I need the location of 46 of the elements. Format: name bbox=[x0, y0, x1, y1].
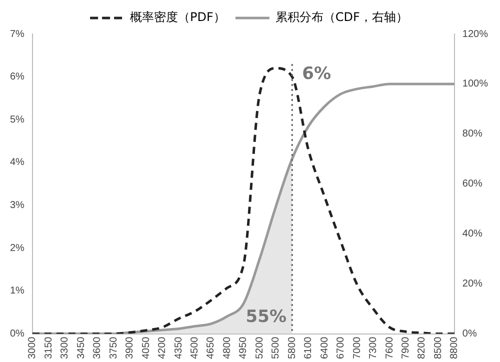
y-tick-label: 3% bbox=[10, 200, 25, 212]
x-tick-label: 5200 bbox=[254, 336, 266, 360]
y2-tick-label: 80% bbox=[462, 128, 483, 140]
y-tick-label: 6% bbox=[10, 72, 25, 83]
y-tick-label: 7% bbox=[10, 28, 25, 40]
y-tick-label: 2% bbox=[10, 242, 25, 254]
y-tick-label: 4% bbox=[10, 157, 25, 168]
x-tick-label: 4650 bbox=[206, 336, 217, 360]
x-tick-label: 7900 bbox=[400, 336, 412, 360]
x-tick-label: 7000 bbox=[352, 336, 363, 360]
y-tick-label: 1% bbox=[10, 286, 25, 297]
y-tick-label: 5% bbox=[10, 114, 25, 126]
annotation: 6% bbox=[302, 64, 331, 84]
y2-tick-label: 40% bbox=[462, 228, 483, 240]
y2-tick-label: 20% bbox=[462, 278, 483, 290]
x-tick-label: 3300 bbox=[60, 336, 71, 360]
x-tick-label: 3900 bbox=[124, 336, 136, 360]
x-tick-label: 8200 bbox=[416, 336, 428, 360]
x-tick-label: 3600 bbox=[92, 336, 104, 360]
x-tick-label: 8800 bbox=[449, 336, 460, 360]
y-tick-label: 0% bbox=[10, 328, 25, 340]
x-tick-label: 3450 bbox=[76, 336, 87, 360]
y2-tick-label: 60% bbox=[462, 178, 483, 190]
y2-tick-label: 120% bbox=[462, 28, 488, 40]
legend-label: 概率密度（PDF） bbox=[130, 10, 226, 24]
y2-tick-label: 0% bbox=[462, 328, 477, 340]
y2-tick-label: 100% bbox=[462, 78, 488, 90]
x-tick-label: 3000 bbox=[27, 336, 38, 360]
x-tick-label: 5800 bbox=[286, 336, 298, 360]
x-tick-label: 4200 bbox=[157, 336, 168, 360]
x-tick-label: 6400 bbox=[319, 336, 330, 360]
x-tick-label: 4950 bbox=[238, 336, 250, 360]
x-tick-label: 6700 bbox=[336, 336, 347, 360]
x-tick-label: 7600 bbox=[384, 336, 396, 360]
x-tick-label: 6100 bbox=[303, 336, 314, 360]
x-tick-label: 4350 bbox=[173, 336, 184, 360]
x-tick-label: 7300 bbox=[368, 336, 380, 360]
x-tick-label: 4050 bbox=[140, 336, 152, 360]
x-tick-label: 5500 bbox=[270, 336, 282, 360]
x-tick-label: 8500 bbox=[432, 336, 444, 360]
x-tick-label: 4800 bbox=[222, 336, 233, 360]
x-tick-label: 3750 bbox=[108, 336, 120, 360]
annotation: 55% bbox=[246, 307, 286, 328]
legend-label: 累积分布（CDF，右轴） bbox=[275, 10, 408, 24]
x-tick-label: 3150 bbox=[43, 336, 54, 360]
x-tick-label: 4500 bbox=[190, 336, 200, 360]
